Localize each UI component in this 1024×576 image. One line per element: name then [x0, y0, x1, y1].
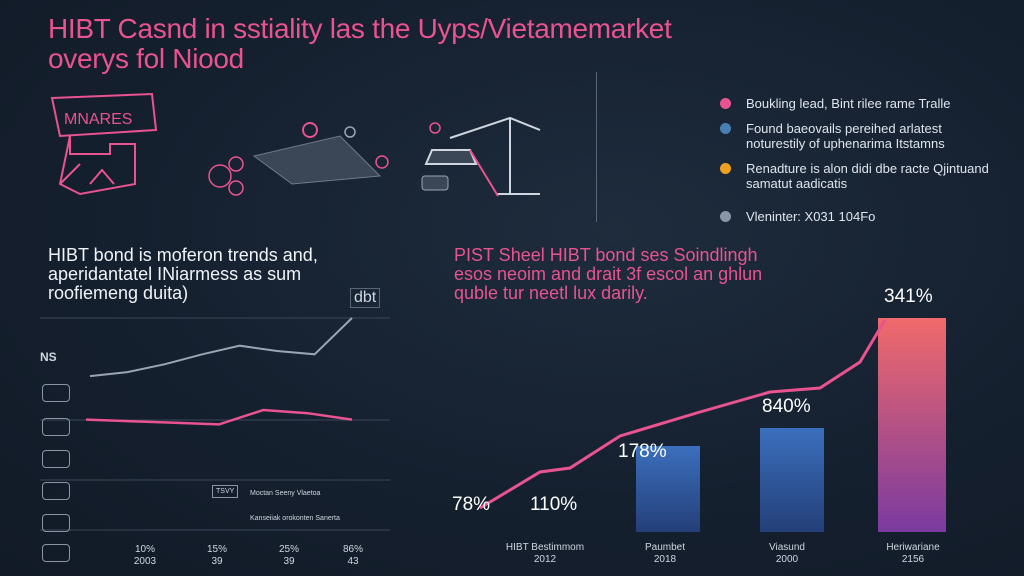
legend-subtext: noturestily of uphenarima Itstamns — [746, 136, 945, 151]
x-axis-label-line: HIBT Bestimmom — [505, 542, 585, 553]
legend-text: Found baeovails pereihed arlatest — [746, 121, 942, 136]
bar — [636, 446, 700, 532]
scale-icon — [424, 116, 541, 195]
legend-item: Boukling lead, Bint rilee rame Tralle — [720, 96, 1020, 111]
page-title: HIBT Casnd in sstiality las the Uyps/Vie… — [48, 14, 672, 74]
bar-value-label: 178% — [618, 441, 667, 462]
legend-dot-blue — [720, 123, 731, 134]
x-axis-label-line: Paumbet — [644, 542, 686, 553]
left-tick-bottom: 39 — [211, 556, 223, 567]
left-tick: 25% 39 — [264, 544, 314, 568]
right-caption-line: esos neoim and drait 3f escol an ghlun — [454, 264, 763, 284]
left-caption-line: HIBT bond is moferon trends and, — [48, 245, 318, 265]
side-icon — [42, 418, 70, 436]
x-axis-label-line: Heriwariane — [886, 542, 940, 553]
legend-dot-gray — [720, 211, 731, 222]
side-icon — [42, 544, 70, 562]
legend-text: Renadture is alon didi dbe racte Qjintua… — [746, 161, 989, 176]
pin-icon-2 — [429, 122, 441, 134]
pink-diagonal — [469, 149, 499, 197]
side-icon — [42, 514, 70, 532]
side-icon — [42, 450, 70, 468]
pin-icon — [302, 122, 318, 138]
coin-stack-icon — [421, 175, 449, 191]
right-caption: PIST Sheel HIBT bond ses Soindlingh esos… — [454, 246, 794, 303]
legend-dot-pink — [720, 98, 731, 109]
bar-chart — [479, 318, 946, 532]
signboard-icon — [50, 92, 158, 196]
small-ring-icon-2 — [375, 155, 389, 169]
legend-item: Vleninter: X031 104Fo — [720, 209, 1020, 224]
legend-item: Renadture is alon didi dbe racte Qjintua… — [720, 161, 1020, 191]
left-tick-bottom: 43 — [347, 556, 359, 567]
left-tick: 86% 43 — [328, 544, 378, 568]
box-tag: TSVY — [212, 485, 239, 498]
left-tick-bottom: 39 — [283, 556, 295, 567]
small-ring-icon — [344, 126, 356, 138]
left-caption-line: aperidantatel INiarmess as sum — [48, 264, 302, 284]
right-caption-line: PIST Sheel HIBT bond ses Soindlingh — [454, 245, 758, 265]
x-axis-label: Viasund 2000 — [742, 542, 832, 566]
x-axis-label: Heriwariane 2156 — [868, 542, 958, 566]
roof-shape — [252, 135, 382, 185]
x-axis-label-line: Viasund — [769, 542, 805, 553]
left-line-chart — [40, 317, 390, 531]
vertical-divider — [596, 72, 597, 222]
x-axis-label-year: 2000 — [775, 554, 799, 565]
left-tick-top: 25% — [278, 544, 299, 555]
x-axis-label: Paumbet 2018 — [620, 542, 710, 566]
right-caption-line: quble tur neetl lux darily. — [454, 283, 648, 303]
bar-value-label: 110% — [530, 494, 578, 515]
legend-text: Vleninter: X031 104Fo — [746, 209, 876, 224]
x-axis-label: HIBT Bestimmom 2012 — [500, 542, 590, 566]
bar-value-label: 341% — [884, 286, 933, 307]
bar — [760, 428, 824, 532]
corner-tag: dbt — [350, 288, 381, 308]
legend-dot-orange — [720, 163, 731, 174]
trend-line — [479, 319, 887, 510]
left-tick-top: 86% — [342, 544, 363, 555]
left-tick: 15% 39 — [192, 544, 242, 568]
left-caption-line: roofiemeng duita) — [48, 283, 189, 303]
left-caption: HIBT bond is moferon trends and, aperida… — [48, 246, 348, 303]
legend-subtext: samatut aadicatis — [746, 176, 848, 191]
title-line-1: HIBT Casnd in sstiality las the Uyps/Vie… — [48, 13, 672, 44]
left-tick: 10% 2003 — [120, 544, 170, 568]
line-series-pink — [85, 408, 353, 426]
extra-value-label: 78% — [452, 494, 491, 515]
legend-item: Found baeovails pereihed arlatest noture… — [720, 121, 1020, 151]
illustration-scene: MNARES — [50, 92, 541, 197]
x-axis-label-year: 2018 — [653, 554, 677, 565]
side-icon — [42, 384, 70, 402]
bar — [878, 318, 946, 532]
bar-value-label: 840% — [762, 396, 811, 417]
left-tick-bottom: 2003 — [133, 556, 157, 567]
sign-label: MNARES — [64, 111, 132, 128]
legend-text: Boukling lead, Bint rilee rame Tralle — [746, 96, 951, 111]
title-line-2: overys fol Niood — [48, 43, 244, 74]
line-series-gray — [89, 317, 353, 378]
x-axis-label-year: 2156 — [901, 554, 925, 565]
gear-icon — [208, 156, 244, 196]
box-note: Kanseiiak orokonten Sanerta — [250, 515, 340, 522]
side-label: NS — [40, 350, 57, 364]
left-tick-top: 10% — [134, 544, 155, 555]
side-icon — [42, 482, 70, 500]
legend: Boukling lead, Bint rilee rame Tralle Fo… — [720, 96, 1020, 234]
x-axis-label-year: 2012 — [533, 554, 557, 565]
left-tick-top: 15% — [206, 544, 227, 555]
box-note: Moctan Seeny Vlaetoa — [250, 490, 321, 497]
